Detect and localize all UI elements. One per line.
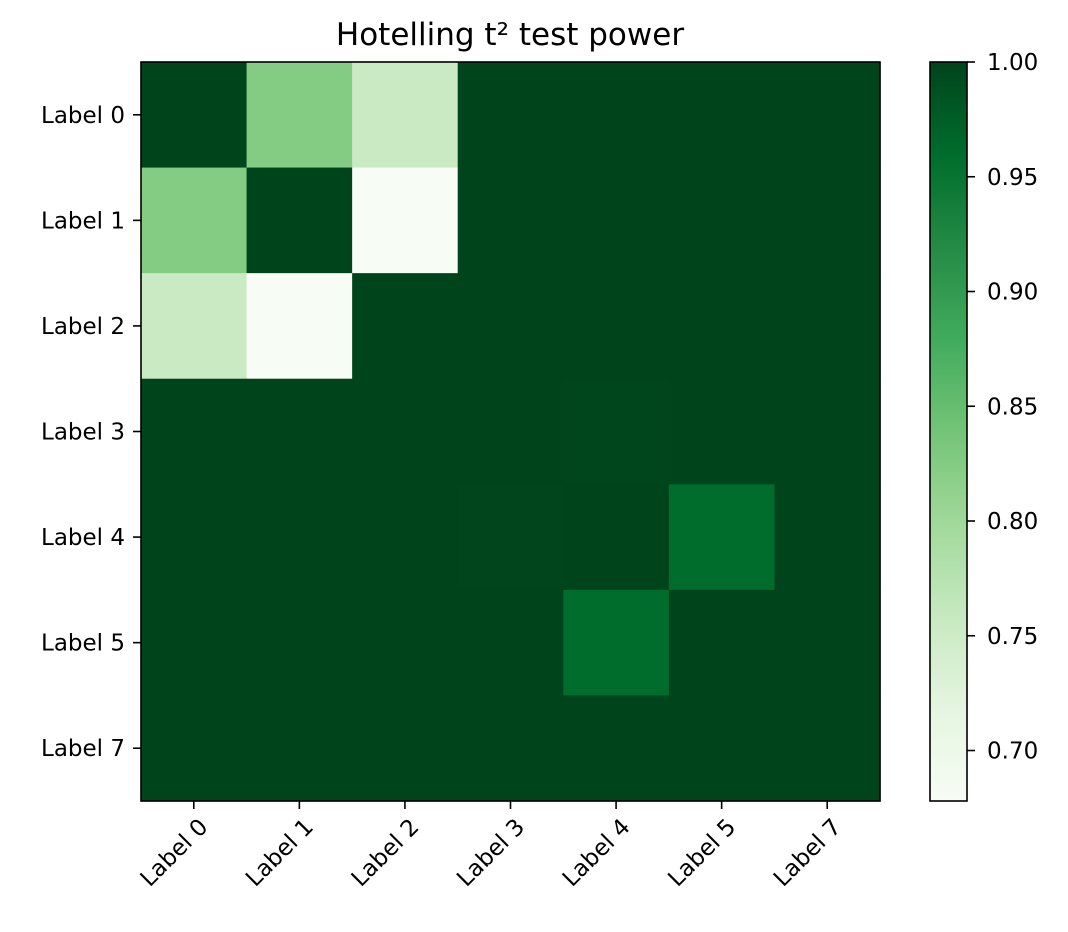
heatmap-cell (141, 378, 248, 485)
heatmap-cell (668, 273, 776, 380)
x-tick-label: Label 4 (558, 814, 636, 892)
heatmap-cell (352, 167, 459, 274)
heatmap-cell (457, 695, 564, 802)
colorbar-tick-label: 0.80 (987, 509, 1038, 535)
heatmap-cell (352, 273, 459, 380)
colorbar-tick-label: 0.90 (987, 280, 1038, 306)
heatmap-cell (774, 273, 881, 380)
heatmap-cell (668, 378, 776, 485)
colorbar-tick-label: 0.75 (987, 624, 1038, 650)
heatmap-cell (352, 484, 459, 591)
x-tick-label: Label 1 (241, 814, 319, 892)
y-tick-label: Label 7 (41, 736, 125, 762)
heatmap-cell (246, 62, 353, 169)
x-tick-label: Label 7 (769, 814, 847, 892)
y-tick-label: Label 1 (41, 208, 125, 234)
chart-title: Hotelling t² test power (336, 17, 684, 53)
y-tick-label: Label 0 (41, 103, 125, 129)
heatmap-cell (563, 273, 670, 380)
heatmap-cell (668, 589, 776, 697)
heatmap-cell (457, 273, 564, 380)
colorbar-tick-label: 0.70 (987, 739, 1038, 765)
x-axis-ticks: Label 0 Label 1 Label 2 Label 3 Label 4 Label… (136, 801, 847, 892)
heatmap-cell (457, 589, 564, 697)
y-tick-label: Label 3 (41, 420, 125, 446)
heatmap-cell (457, 484, 564, 591)
heatmap-cell (246, 695, 353, 802)
heatmap-cell (352, 589, 459, 697)
y-tick-label: Label 2 (41, 314, 125, 340)
y-axis-ticks: Label 0 Label 1 Label 2 Label 3 Label 4 Label… (41, 103, 141, 762)
heatmap-cell (141, 695, 248, 802)
heatmap-cell (457, 378, 564, 485)
heatmap-cell (563, 378, 670, 485)
colorbar (929, 61, 968, 802)
heatmap-cell (774, 589, 881, 697)
x-tick-label: Label 3 (452, 814, 530, 892)
heatmap-cell (246, 167, 353, 274)
colorbar-tick-label: 0.95 (987, 165, 1038, 191)
x-tick-label: Label 5 (663, 814, 741, 892)
heatmap-cell (141, 589, 248, 697)
x-tick-label: Label 0 (136, 814, 214, 892)
heatmap-cell (563, 695, 670, 802)
heatmap-cell (668, 484, 776, 591)
heatmap-cell (352, 378, 459, 485)
heatmap-cell (563, 589, 670, 697)
heatmap-cell (141, 167, 248, 274)
heatmap-cell (774, 167, 881, 274)
heatmap-cell (246, 589, 353, 697)
heatmap-cell (774, 378, 881, 485)
colorbar-tick-label: 1.00 (987, 50, 1038, 76)
heatmap-cell (352, 62, 459, 169)
heatmap-cell (141, 273, 248, 380)
heatmap-cell (774, 62, 881, 169)
heatmap-cell (352, 695, 459, 802)
colorbar-tick-label: 0.85 (987, 394, 1038, 420)
heatmap-cell (457, 167, 564, 274)
heatmap-cell (246, 484, 353, 591)
colorbar-ticks: 0.70 0.75 0.80 0.85 0.90 0.95 1.00 (967, 50, 1038, 765)
heatmap-cell (141, 484, 248, 591)
heatmap-cell (141, 62, 248, 169)
x-tick-label: Label 2 (347, 814, 425, 892)
y-tick-label: Label 4 (41, 525, 125, 551)
heatmap-cell (668, 695, 776, 802)
heatmap-cell (457, 62, 564, 169)
heatmap-cell (563, 62, 670, 169)
heatmap-cell (774, 695, 881, 802)
heatmap-cell (563, 167, 670, 274)
y-tick-label: Label 5 (41, 631, 125, 657)
heatmap-cell (246, 378, 353, 485)
heatmap-cell (668, 62, 776, 169)
heatmap-cell (563, 484, 670, 591)
heatmap-cell (246, 273, 353, 380)
heatmap-cell (774, 484, 881, 591)
heatmap-cell (668, 167, 776, 274)
heatmap-cells (141, 62, 881, 802)
